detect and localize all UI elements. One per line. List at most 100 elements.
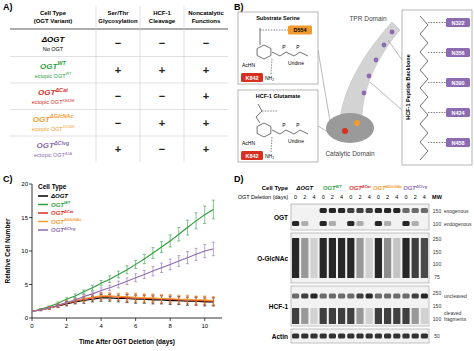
sugar-ring bbox=[257, 45, 271, 59]
day-label: 4 bbox=[423, 194, 426, 200]
error-stem bbox=[92, 292, 93, 296]
day-label: 4 bbox=[368, 194, 371, 200]
band bbox=[347, 334, 354, 339]
error-cap bbox=[160, 303, 163, 304]
error-stem bbox=[144, 254, 145, 263]
error-cap bbox=[143, 301, 146, 302]
band bbox=[366, 294, 373, 299]
error-stem bbox=[170, 295, 171, 303]
error-cap bbox=[91, 295, 94, 296]
asparagine-site bbox=[382, 43, 387, 48]
error-cap bbox=[169, 302, 172, 303]
bond bbox=[262, 111, 278, 112]
error-cap bbox=[134, 303, 137, 304]
error-stem bbox=[178, 228, 179, 241]
error-stem bbox=[57, 302, 58, 305]
band bbox=[338, 334, 345, 339]
error-bar bbox=[134, 274, 137, 282]
error-stem bbox=[178, 295, 179, 303]
column-header: HCF-1 bbox=[153, 10, 171, 16]
error-cap bbox=[100, 285, 103, 286]
error-cap bbox=[74, 303, 77, 304]
h-bond bbox=[428, 22, 446, 23]
membrane bbox=[291, 329, 429, 343]
cell: + bbox=[159, 64, 165, 76]
diphosphate bbox=[272, 130, 308, 134]
band-annotation: uncleaved bbox=[444, 293, 467, 299]
day-label: 4 bbox=[312, 194, 315, 200]
error-bar bbox=[134, 260, 137, 268]
error-cap bbox=[100, 299, 103, 300]
smear bbox=[310, 308, 317, 324]
error-cap bbox=[82, 298, 85, 299]
x-tick bbox=[32, 318, 33, 321]
band bbox=[347, 294, 354, 299]
row-label: ΔOGT bbox=[41, 35, 66, 44]
residue: N356 bbox=[451, 50, 464, 56]
error-cap bbox=[186, 234, 189, 235]
error-cap bbox=[177, 303, 180, 304]
error-cap bbox=[126, 265, 129, 266]
error-stem bbox=[204, 297, 205, 305]
error-stem bbox=[196, 297, 197, 305]
smear bbox=[366, 308, 373, 324]
error-bar bbox=[126, 278, 129, 285]
error-stem bbox=[83, 290, 84, 294]
error-cap bbox=[126, 292, 129, 293]
band bbox=[338, 294, 345, 299]
error-bar bbox=[169, 295, 172, 303]
text-part: ΔOGT bbox=[50, 193, 69, 199]
peptide-backbone bbox=[420, 16, 428, 160]
error-bar bbox=[48, 307, 51, 308]
legend-swatch bbox=[38, 229, 48, 231]
x-tick-label: 0 bbox=[30, 323, 34, 329]
error-stem bbox=[127, 293, 128, 301]
error-stem bbox=[75, 298, 76, 302]
sugar-ring bbox=[257, 123, 271, 137]
error-stem bbox=[178, 256, 179, 267]
panel-letter: D) bbox=[234, 174, 244, 184]
band bbox=[402, 208, 409, 213]
x-tick bbox=[204, 318, 205, 321]
legend-swatch bbox=[38, 212, 48, 214]
error-bar bbox=[134, 294, 137, 302]
cell: + bbox=[203, 143, 209, 155]
structure-box: Substrate SerinePPUridineAcHND554K842NH₂ bbox=[238, 12, 318, 84]
error-cap bbox=[126, 284, 129, 285]
error-bar bbox=[65, 301, 68, 304]
band bbox=[329, 334, 336, 339]
cell: + bbox=[203, 117, 209, 129]
error-stem bbox=[213, 200, 214, 219]
error-bar bbox=[100, 280, 103, 285]
group: AcHN bbox=[242, 140, 255, 146]
error-bar bbox=[134, 293, 137, 301]
day-label: 2 bbox=[414, 194, 417, 200]
error-cap bbox=[143, 254, 146, 255]
diphosphate bbox=[272, 52, 308, 56]
smear bbox=[402, 238, 409, 278]
series-line bbox=[32, 249, 213, 311]
smear bbox=[310, 238, 317, 278]
cell: + bbox=[159, 117, 165, 129]
band bbox=[338, 208, 345, 213]
day-label: 4 bbox=[395, 194, 398, 200]
error-stem bbox=[92, 285, 93, 290]
cell: − bbox=[159, 143, 165, 155]
error-cap bbox=[100, 301, 103, 302]
x-axis bbox=[32, 318, 222, 319]
domain-label: Catalytic Domain bbox=[325, 150, 375, 158]
asparagine-site bbox=[390, 30, 395, 35]
band bbox=[366, 221, 373, 226]
error-cap bbox=[39, 309, 42, 310]
error-cap bbox=[126, 302, 129, 303]
error-cap bbox=[203, 295, 206, 296]
superscript: ΔCat bbox=[63, 209, 74, 214]
group-label: OGTΔClvg bbox=[403, 184, 427, 191]
error-bar bbox=[151, 294, 154, 302]
error-cap bbox=[177, 266, 180, 267]
band bbox=[292, 334, 299, 339]
column-header: Cell Type bbox=[262, 185, 289, 191]
error-stem bbox=[196, 248, 197, 260]
text-part: OGT bbox=[37, 141, 55, 150]
legend-entry: OGTΔGlcNAc bbox=[51, 217, 82, 224]
